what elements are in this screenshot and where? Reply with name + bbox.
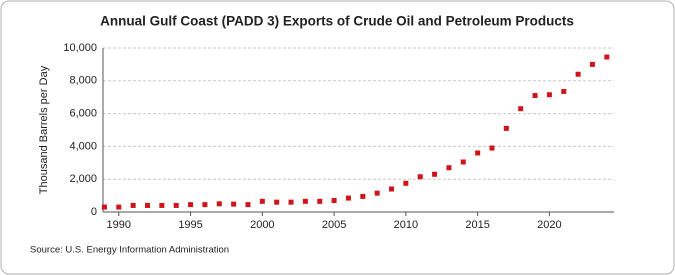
data-point	[417, 174, 423, 180]
data-point	[101, 204, 107, 210]
data-point	[331, 198, 337, 204]
x-tick-label: 2005	[322, 219, 346, 231]
x-tick-label: 2010	[394, 219, 418, 231]
data-point	[274, 199, 280, 205]
y-tick-label: 6,000	[69, 108, 97, 120]
y-tick-label: 10,000	[63, 42, 97, 54]
data-point	[216, 201, 222, 207]
data-point	[460, 159, 466, 165]
x-tick-label: 2020	[537, 219, 561, 231]
data-point	[532, 93, 538, 99]
y-tick-label: 8,000	[69, 75, 97, 87]
data-point	[259, 198, 265, 204]
data-point	[302, 198, 308, 204]
data-point	[188, 202, 194, 208]
x-tick-label: 2000	[250, 219, 274, 231]
chart-title: Annual Gulf Coast (PADD 3) Exports of Cr…	[100, 14, 574, 29]
data-point	[288, 199, 294, 205]
data-point	[374, 190, 380, 196]
data-point	[432, 171, 438, 177]
data-point	[403, 180, 409, 186]
y-tick-label: 2,000	[69, 173, 97, 185]
y-tick-label: 4,000	[69, 140, 97, 152]
y-axis-label: Thousand Barrels per Day	[38, 65, 50, 194]
data-point	[389, 186, 395, 192]
data-point	[489, 145, 495, 151]
data-point	[202, 202, 208, 208]
data-point	[475, 150, 481, 156]
data-point	[144, 202, 150, 208]
source-note: Source: U.S. Energy Information Administ…	[30, 245, 229, 256]
data-point	[360, 193, 366, 199]
data-point	[518, 106, 524, 112]
data-point	[604, 54, 610, 60]
data-point	[231, 201, 237, 207]
y-tick-label: 0	[91, 206, 97, 218]
data-point	[589, 61, 595, 67]
data-point	[130, 202, 136, 208]
data-point	[173, 202, 179, 208]
data-point	[345, 195, 351, 201]
x-tick-label: 1990	[107, 219, 131, 231]
data-point	[561, 88, 567, 94]
data-point	[245, 202, 251, 208]
data-point	[317, 198, 323, 204]
x-tick-label: 1995	[178, 219, 202, 231]
x-tick-label: 2015	[465, 219, 489, 231]
data-point	[546, 92, 552, 98]
data-point	[503, 125, 509, 131]
data-point	[446, 165, 452, 171]
data-point	[159, 202, 165, 208]
data-point	[116, 204, 122, 210]
data-point	[575, 71, 581, 77]
